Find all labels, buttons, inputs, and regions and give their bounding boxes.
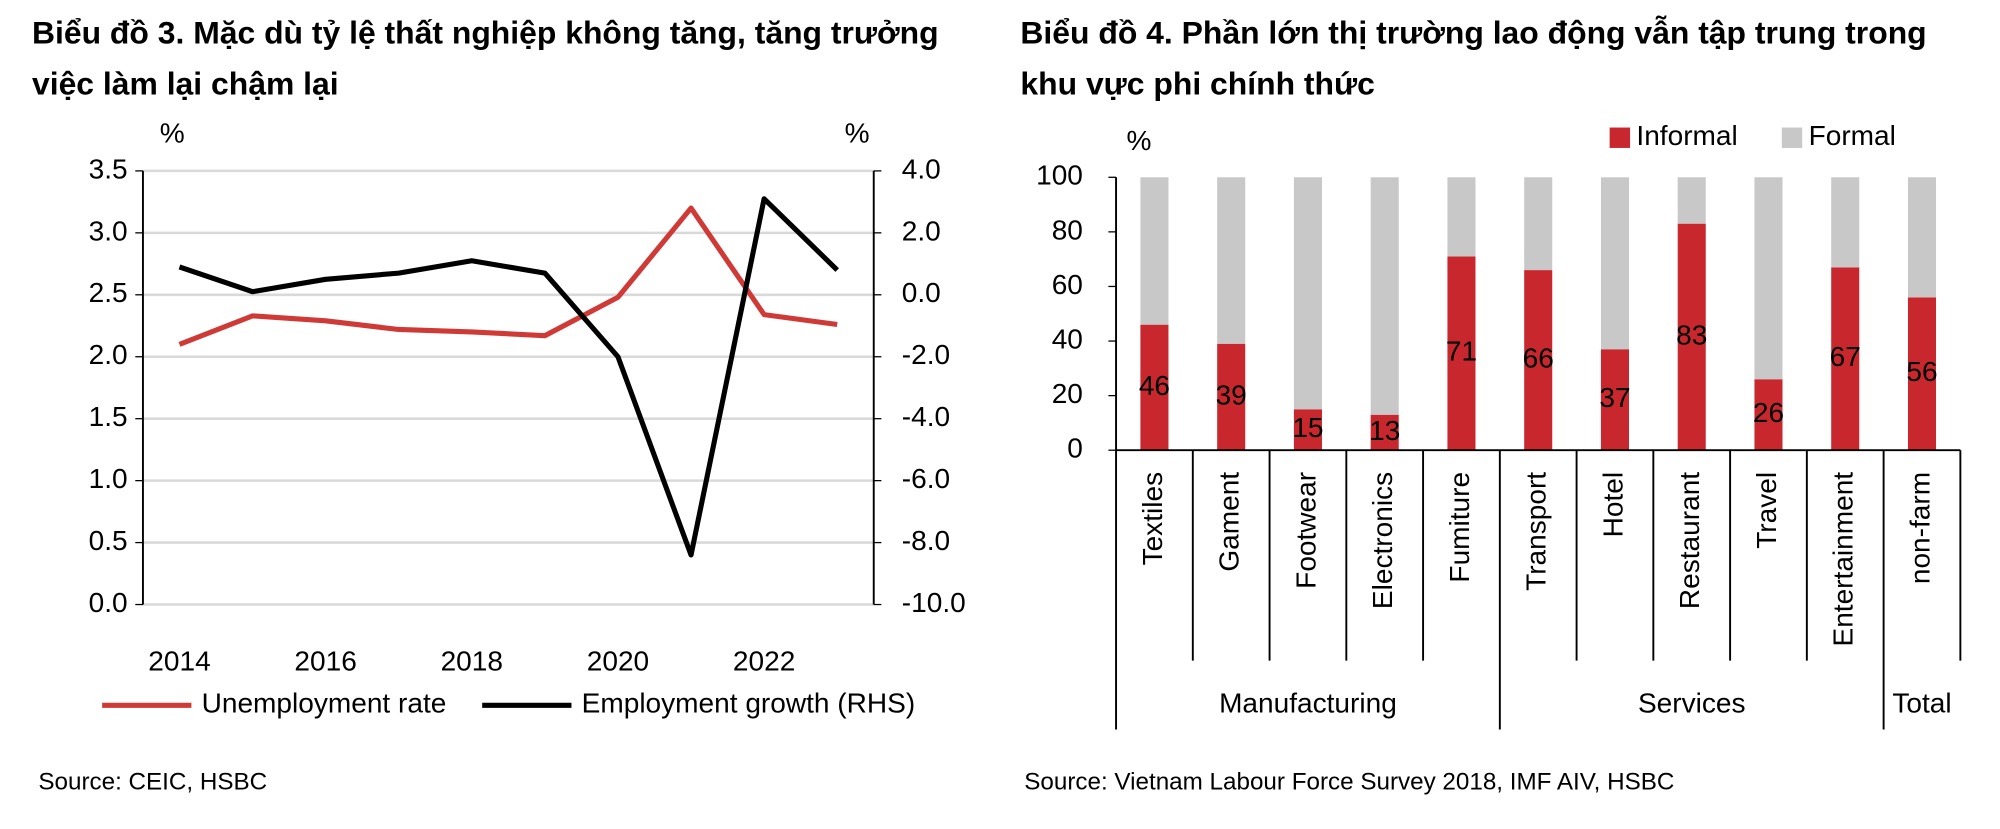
bar-segment (1754, 177, 1783, 380)
y2-tick-label: 2.0 (902, 215, 941, 246)
bar-segment (1447, 177, 1476, 257)
bar-segment (1831, 267, 1860, 451)
data-label: 46 (1139, 370, 1170, 401)
bar-segment (1754, 379, 1783, 451)
data-label: 56 (1906, 356, 1937, 387)
bar-segment (1217, 177, 1246, 344)
y-tick-label: 1.0 (89, 463, 128, 494)
bar-segment (1140, 324, 1169, 451)
source: Source: CEIC, HSBC (38, 768, 267, 795)
x-tick-label: Travel (1751, 472, 1782, 549)
y2-tick-label: -6.0 (902, 463, 950, 494)
line-series (178, 196, 839, 558)
y-tick-label: 60 (1052, 269, 1083, 300)
bar-segment (1293, 177, 1322, 410)
x-tick-label: 2014 (148, 646, 210, 677)
bar-segment (1677, 177, 1706, 224)
data-label: 83 (1676, 319, 1707, 350)
data-label: 66 (1523, 343, 1554, 374)
data-label: 37 (1599, 382, 1630, 413)
data-label: 67 (1830, 341, 1861, 372)
x-tick-label: Footwear (1290, 472, 1321, 589)
legend-label: Unemployment rate (202, 688, 447, 719)
title-box: Biểu đồ 4. Phần lớn thị trường lao động … (1020, 15, 1927, 103)
x-tick-label: Gament (1214, 472, 1245, 572)
y-tick-label: 3.5 (89, 153, 128, 184)
bar-segment (1524, 270, 1553, 451)
bar-segment (1293, 409, 1322, 451)
bar-segment (1370, 177, 1399, 415)
bar-segment (1907, 297, 1937, 451)
bar-segment (1447, 256, 1476, 451)
data-label: 39 (1216, 379, 1247, 410)
x-tick-label: 2018 (441, 646, 503, 677)
y-tick-label: 2.5 (89, 277, 128, 308)
y-tick-label: 100 (1036, 160, 1083, 191)
x-tick-label: non-farm (1904, 472, 1935, 584)
bar-segment (1907, 177, 1937, 298)
bar-segment (1217, 343, 1246, 451)
legend-label: Employment growth (RHS) (582, 688, 916, 719)
y-tick-label: 1.5 (89, 401, 128, 432)
data-label: 71 (1446, 336, 1477, 367)
x-tick-label: 2016 (294, 646, 356, 677)
y2-axis-label: % (845, 118, 870, 149)
data-label: 13 (1369, 415, 1400, 446)
chart-title: Biểu đồ 3. Mặc dù tỷ lệ thất nghiệp khôn… (31, 15, 939, 103)
legend-swatch (1609, 127, 1631, 148)
group-label: Services (1638, 688, 1746, 719)
source: Source: Vietnam Labour Force Survey 2018… (1024, 768, 1674, 795)
y2-tick-label: -4.0 (902, 401, 950, 432)
x-tick-label: 2020 (587, 646, 649, 677)
bar-segment (1140, 177, 1169, 325)
bar-segment (1677, 223, 1706, 451)
y2-tick-label: -2.0 (902, 339, 950, 370)
x-tick-label: 2022 (733, 646, 795, 677)
y-tick-label: 2.0 (89, 339, 128, 370)
x-tick-label: Textiles (1137, 472, 1168, 566)
y-axis-label: % (1127, 125, 1152, 156)
y-tick-label: 3.0 (89, 215, 128, 246)
y2-tick-label: 0.0 (902, 277, 941, 308)
group-label: Total (1892, 688, 1951, 719)
x-tick-label: Transport (1521, 472, 1552, 591)
y-tick-label: 40 (1052, 323, 1083, 354)
legend-label: Formal (1809, 120, 1896, 151)
y2-tick-label: -8.0 (902, 525, 950, 556)
y-tick-label: 20 (1052, 378, 1083, 409)
title-box: Biểu đồ 3. Mặc dù tỷ lệ thất nghiệp khôn… (31, 15, 939, 103)
legend-label: Informal (1636, 120, 1737, 151)
bar-segment (1370, 414, 1399, 451)
bar-segment (1600, 349, 1629, 451)
group-label: Manufacturing (1219, 688, 1397, 719)
y-tick-label: 80 (1052, 214, 1083, 245)
y2-tick-label: -10.0 (902, 587, 966, 618)
x-tick-label: Entertainment (1828, 472, 1859, 647)
x-tick-label: Fumiture (1444, 472, 1475, 583)
y-tick-label: 0.5 (89, 525, 128, 556)
bar-segment (1831, 177, 1860, 268)
legend-swatch (1781, 127, 1803, 148)
x-tick-label: Restaurant (1674, 472, 1705, 609)
data-label: 26 (1753, 397, 1784, 428)
line-series (178, 205, 838, 347)
x-tick-label: Electronics (1367, 472, 1398, 609)
bar-segment (1600, 177, 1629, 350)
y2-tick-label: 4.0 (902, 153, 941, 184)
bar-segment (1524, 177, 1553, 271)
y-tick-label: 0.0 (89, 587, 128, 618)
chart-title: Biểu đồ 4. Phần lớn thị trường lao động … (1020, 15, 1927, 103)
data-label: 15 (1292, 412, 1323, 443)
x-tick-label: Hotel (1597, 472, 1628, 537)
y-axis-label: % (160, 118, 185, 149)
y-tick-label: 0 (1067, 433, 1083, 464)
